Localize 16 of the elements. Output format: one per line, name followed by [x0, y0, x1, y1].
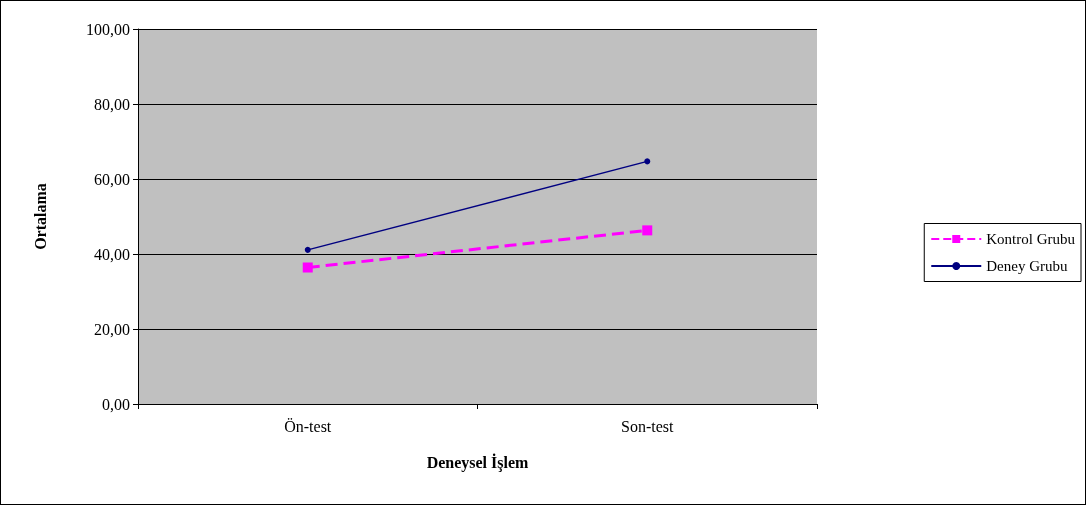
x-tick-label: Ön-test: [284, 417, 332, 435]
y-tick-label: 60,00: [94, 170, 130, 188]
x-tick-label: Son-test: [621, 417, 675, 435]
legend-label: Deney Grubu: [986, 258, 1068, 274]
legend-label: Kontrol Grubu: [986, 231, 1076, 247]
y-tick-label: 20,00: [94, 320, 130, 338]
x-axis-title: Deneysel İşlem: [426, 452, 530, 472]
y-tick-label: 100,00: [86, 20, 130, 38]
point: [302, 262, 313, 273]
point: [644, 158, 651, 165]
y-tick-label: 80,00: [94, 95, 130, 113]
y-tick-label: 40,00: [94, 245, 130, 263]
point: [304, 246, 311, 253]
y-axis-title: Ortalama: [31, 183, 49, 250]
y-tick-label: 0,00: [102, 395, 130, 413]
point: [642, 225, 653, 236]
